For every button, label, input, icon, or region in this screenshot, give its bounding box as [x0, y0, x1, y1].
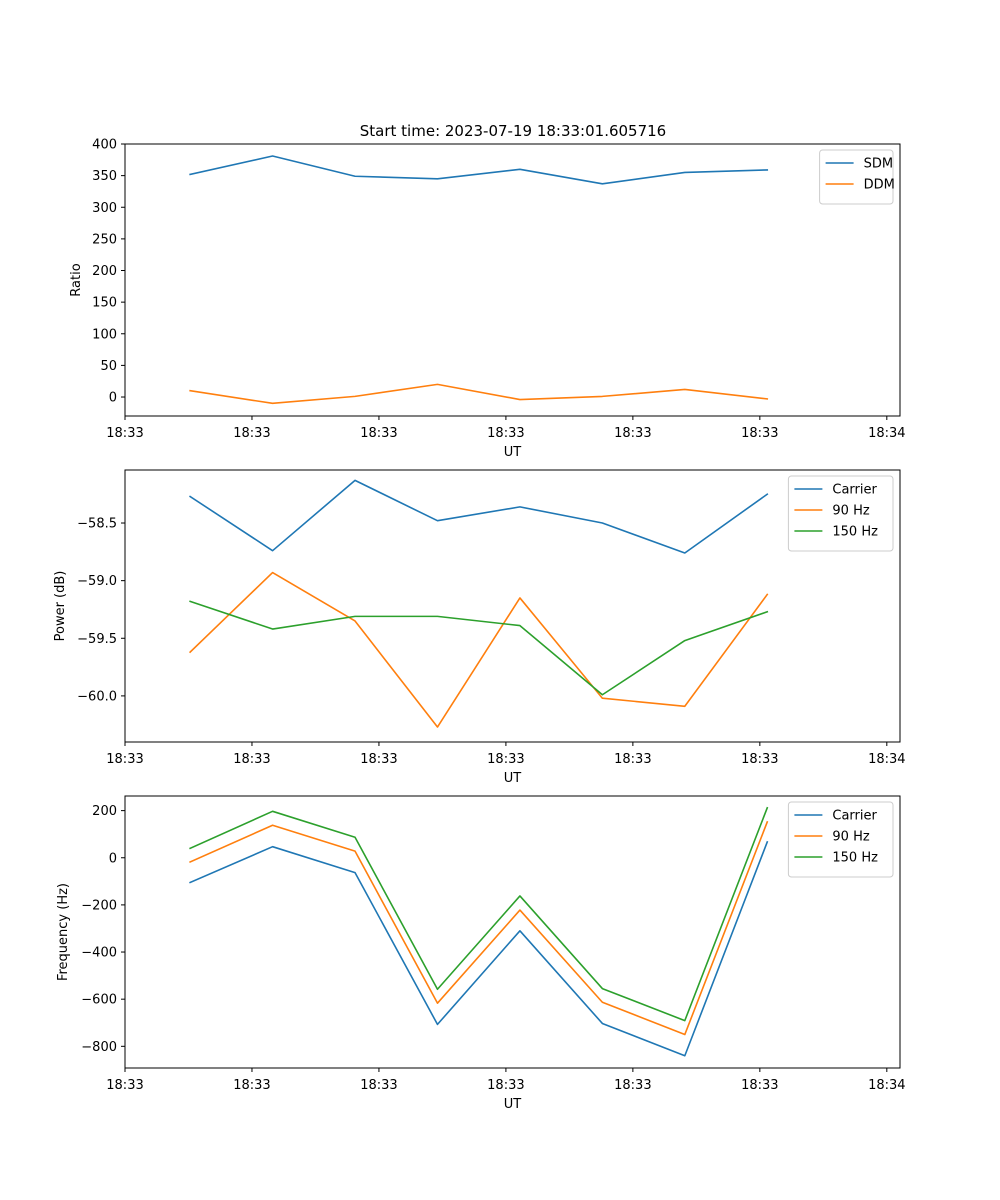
frequency-legend-label: 90 Hz — [832, 830, 869, 845]
power-legend-box — [787, 475, 894, 552]
ratio-y-tick-label: 400 — [92, 138, 117, 153]
frequency-y-tick-label: −400 — [81, 946, 117, 961]
frequency-x-axis-label: UT — [504, 1097, 522, 1112]
power-series-90-hz-line — [188, 571, 769, 728]
power-plot-frame — [124, 469, 901, 743]
ratio-x-axis-label: UT — [504, 445, 522, 460]
ratio-y-tick-label: 350 — [92, 169, 117, 184]
ratio-series-sdm-line — [189, 155, 769, 185]
frequency-y-tick-label: 0 — [109, 851, 117, 866]
ratio-y-tick-label: 50 — [100, 359, 117, 374]
ratio-y-axis-label: Ratio — [69, 263, 84, 296]
ratio-y-tick-label: 250 — [92, 232, 117, 247]
power-y-axis-label: Power (dB) — [53, 571, 68, 642]
ratio-x-tick-label: 18:33 — [741, 426, 778, 441]
power-legend-label: 90 Hz — [832, 504, 869, 519]
frequency-x-tick-label: 18:33 — [106, 1078, 143, 1093]
ratio-x-tick-label: 18:33 — [233, 426, 270, 441]
frequency-y-tick-label: −800 — [81, 1040, 117, 1055]
frequency-legend: Carrier 90 Hz 150 Hz — [787, 801, 894, 878]
frequency-x-tick-label: 18:33 — [614, 1078, 651, 1093]
frequency-series-90-hz-line — [189, 820, 769, 1036]
frequency-y-tick-label: −600 — [81, 993, 117, 1008]
frequency-x-tick-label: 18:34 — [868, 1078, 905, 1093]
chart-power: 18:33 18:33 18:33 18:33 18:33 18:33 18:34 −58.5… — [53, 469, 906, 786]
frequency-legend-label: Carrier — [832, 809, 877, 824]
power-legend-label: Carrier — [832, 483, 877, 498]
ratio-y-tick-label: 200 — [92, 264, 117, 279]
frequency-x-tick-label: 18:33 — [233, 1078, 270, 1093]
power-x-tick-label: 18:33 — [741, 752, 778, 767]
frequency-y-tick-label: −200 — [81, 898, 117, 913]
frequency-x-tick-label: 18:33 — [360, 1078, 397, 1093]
ratio-legend-label: SDM — [864, 157, 893, 172]
frequency-legend-label: 150 Hz — [832, 851, 878, 866]
figure-title: Start time: 2023-07-19 18:33:01.605716 — [360, 122, 666, 140]
frequency-y-tick-label: 200 — [92, 804, 117, 819]
ratio-y-tick-label: 300 — [92, 201, 117, 216]
power-series-150-hz-line — [189, 600, 769, 696]
ratio-y-tick-label: 100 — [92, 327, 117, 342]
power-legend-label: 150 Hz — [832, 525, 878, 540]
power-series-carrier-line — [189, 479, 769, 554]
power-x-axis-label: UT — [504, 771, 522, 786]
ratio-legend-label: DDM — [864, 178, 895, 193]
frequency-y-axis-label: Frequency (Hz) — [56, 883, 71, 981]
power-y-tick-label: −60.0 — [77, 689, 117, 704]
ratio-x-tick-label: 18:34 — [868, 426, 905, 441]
ratio-x-tick-label: 18:33 — [360, 426, 397, 441]
ratio-x-tick-label: 18:33 — [614, 426, 651, 441]
chart-frequency: 18:33 18:33 18:33 18:33 18:33 18:33 18:34 200 0 −… — [56, 795, 906, 1112]
ratio-x-tick-label: 18:33 — [106, 426, 143, 441]
power-legend: Carrier 90 Hz 150 Hz — [787, 475, 894, 552]
ratio-series-ddm-line — [189, 383, 769, 405]
chart-ratio: 18:33 18:33 18:33 18:33 18:33 18:33 18:34 0 50 10… — [69, 138, 906, 461]
frequency-plot-frame — [124, 795, 901, 1069]
ratio-y-tick-label: 150 — [92, 296, 117, 311]
power-x-tick-label: 18:33 — [106, 752, 143, 767]
ratio-legend: SDM DDM — [819, 149, 895, 205]
frequency-x-tick-label: 18:33 — [487, 1078, 524, 1093]
power-x-tick-label: 18:33 — [360, 752, 397, 767]
power-y-tick-label: −58.5 — [77, 517, 117, 532]
power-x-tick-label: 18:33 — [487, 752, 524, 767]
frequency-legend-box — [787, 801, 894, 878]
ratio-x-tick-label: 18:33 — [487, 426, 524, 441]
power-x-tick-label: 18:33 — [233, 752, 270, 767]
ratio-plot-frame — [124, 143, 901, 417]
power-y-tick-label: −59.5 — [77, 632, 117, 647]
frequency-x-tick-label: 18:33 — [741, 1078, 778, 1093]
frequency-series-150-hz-line — [189, 806, 769, 1022]
power-x-tick-label: 18:34 — [868, 752, 905, 767]
ratio-y-tick-label: 0 — [109, 391, 117, 406]
frequency-series-carrier-line — [189, 840, 769, 1057]
power-y-tick-label: −59.0 — [77, 574, 117, 589]
power-x-tick-label: 18:33 — [614, 752, 651, 767]
